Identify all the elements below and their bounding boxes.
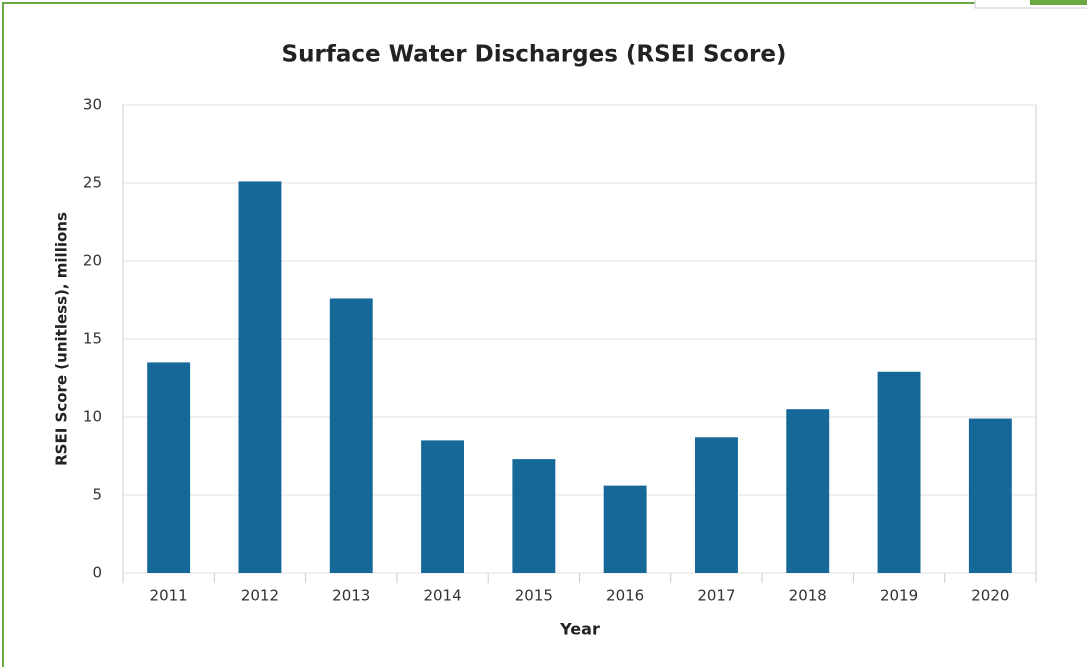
bar <box>238 181 282 573</box>
bar <box>694 437 738 573</box>
bar <box>421 440 465 573</box>
x-tick-label: 2011 <box>150 587 188 605</box>
bar <box>786 409 830 573</box>
bar <box>329 298 373 573</box>
corner-tab-accent <box>1030 0 1087 5</box>
x-tick-label: 2012 <box>241 587 279 605</box>
x-tick-label: 2016 <box>606 587 644 605</box>
bar <box>603 485 647 573</box>
x-tick-label: 2015 <box>515 587 553 605</box>
bar <box>877 371 921 573</box>
x-tick-label: 2013 <box>332 587 370 605</box>
bar <box>147 362 191 573</box>
bar <box>512 459 556 573</box>
x-tick-label: 2020 <box>971 587 1009 605</box>
y-tick-label: 0 <box>92 564 102 582</box>
y-axis-label: RSEI Score (unitless), millions <box>53 212 71 466</box>
x-tick-label: 2018 <box>789 587 827 605</box>
y-tick-label: 20 <box>83 252 102 270</box>
y-tick-label: 5 <box>92 486 102 504</box>
chart-title: Surface Water Discharges (RSEI Score) <box>282 42 787 68</box>
y-tick-label: 30 <box>83 96 102 114</box>
y-tick-label: 25 <box>83 174 102 192</box>
x-axis-label: Year <box>559 620 600 639</box>
x-tick-label: 2017 <box>697 587 735 605</box>
bar <box>968 418 1012 573</box>
x-tick-label: 2019 <box>880 587 918 605</box>
y-tick-label: 15 <box>83 330 102 348</box>
x-tick-label: 2014 <box>423 587 461 605</box>
y-tick-label: 10 <box>83 408 102 426</box>
